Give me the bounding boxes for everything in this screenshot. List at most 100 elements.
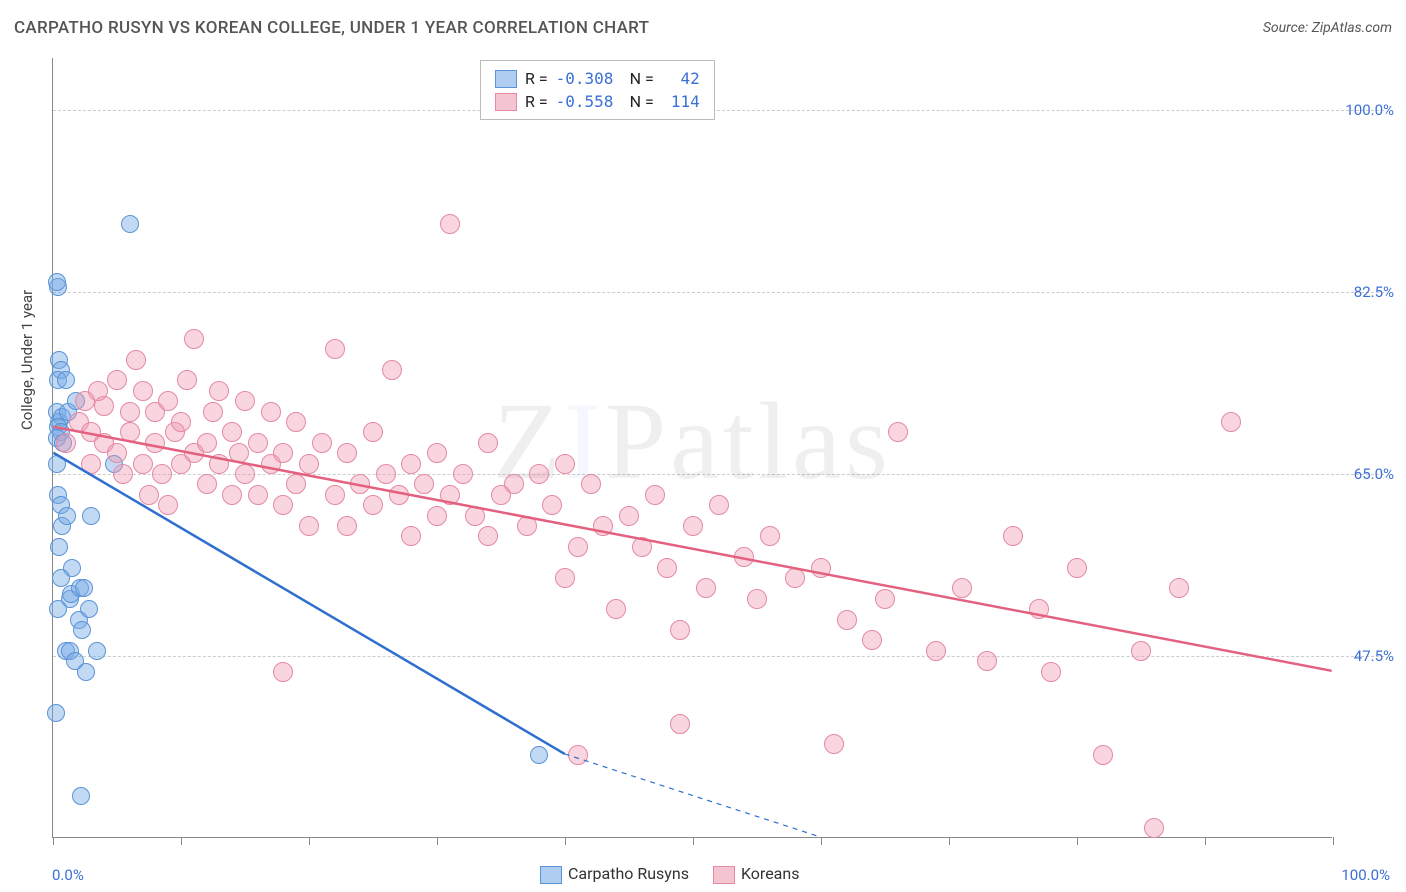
scatter-plot-area: ZIPatlas bbox=[52, 58, 1332, 838]
data-point-koreans bbox=[107, 370, 127, 390]
data-point-koreans bbox=[325, 339, 345, 359]
x-tick bbox=[949, 837, 950, 845]
x-axis-min-label: 0.0% bbox=[52, 866, 84, 884]
data-point-koreans bbox=[286, 412, 306, 432]
data-point-koreans bbox=[1221, 412, 1241, 432]
n-label: N = bbox=[630, 92, 654, 111]
data-point-koreans bbox=[888, 422, 908, 442]
data-point-koreans bbox=[235, 391, 255, 411]
data-point-koreans bbox=[414, 474, 434, 494]
data-point-koreans bbox=[1041, 662, 1061, 682]
data-point-koreans bbox=[139, 485, 159, 505]
data-point-koreans bbox=[337, 516, 357, 536]
data-point-koreans bbox=[926, 641, 946, 661]
data-point-koreans bbox=[478, 433, 498, 453]
data-point-koreans bbox=[120, 422, 140, 442]
data-point-koreans bbox=[203, 402, 223, 422]
x-tick bbox=[309, 837, 310, 845]
data-point-koreans bbox=[542, 495, 562, 515]
data-point-koreans bbox=[350, 474, 370, 494]
data-point-koreans bbox=[709, 495, 729, 515]
legend-swatch-carpatho bbox=[495, 70, 517, 88]
data-point-koreans bbox=[734, 547, 754, 567]
data-point-koreans bbox=[363, 422, 383, 442]
gridline bbox=[53, 292, 1384, 293]
r-value-koreans: -0.558 bbox=[556, 92, 622, 111]
x-axis-max-label: 100.0% bbox=[1341, 866, 1390, 884]
data-point-koreans bbox=[145, 433, 165, 453]
data-point-koreans bbox=[555, 568, 575, 588]
data-point-koreans bbox=[517, 516, 537, 536]
y-tick-label: 47.5% bbox=[1324, 647, 1394, 665]
data-point-carpatho bbox=[58, 507, 76, 525]
data-point-carpatho bbox=[48, 273, 66, 291]
data-point-koreans bbox=[312, 433, 332, 453]
legend-swatch-koreans bbox=[495, 93, 517, 111]
x-tick bbox=[693, 837, 694, 845]
data-point-carpatho bbox=[57, 371, 75, 389]
data-point-koreans bbox=[670, 714, 690, 734]
legend-label-carpatho: Carpatho Rusyns bbox=[568, 864, 689, 883]
data-point-koreans bbox=[593, 516, 613, 536]
data-point-koreans bbox=[197, 433, 217, 453]
data-point-koreans bbox=[453, 464, 473, 484]
data-point-koreans bbox=[875, 589, 895, 609]
data-point-koreans bbox=[209, 381, 229, 401]
data-point-koreans bbox=[1029, 599, 1049, 619]
y-tick-label: 65.0% bbox=[1324, 465, 1394, 483]
data-point-koreans bbox=[158, 391, 178, 411]
data-point-koreans bbox=[427, 443, 447, 463]
data-point-koreans bbox=[440, 214, 460, 234]
stats-row-carpatho: R =-0.308N =42 bbox=[495, 67, 700, 90]
data-point-koreans bbox=[248, 485, 268, 505]
data-point-koreans bbox=[696, 578, 716, 598]
x-tick bbox=[1333, 837, 1334, 845]
data-point-carpatho bbox=[49, 600, 67, 618]
data-point-koreans bbox=[427, 506, 447, 526]
source-attribution: Source: ZipAtlas.com bbox=[1263, 20, 1392, 36]
source-label: Source: bbox=[1263, 20, 1312, 36]
data-point-carpatho bbox=[121, 215, 139, 233]
data-point-koreans bbox=[363, 495, 383, 515]
data-point-koreans bbox=[299, 454, 319, 474]
data-point-koreans bbox=[401, 526, 421, 546]
data-point-koreans bbox=[1003, 526, 1023, 546]
data-point-koreans bbox=[120, 402, 140, 422]
y-axis-label: College, Under 1 year bbox=[18, 290, 36, 430]
x-tick bbox=[565, 837, 566, 845]
legend-swatch-carpatho bbox=[540, 866, 562, 884]
data-point-carpatho bbox=[50, 538, 68, 556]
data-point-koreans bbox=[197, 474, 217, 494]
data-point-koreans bbox=[683, 516, 703, 536]
n-label: N = bbox=[630, 69, 654, 88]
gridline bbox=[53, 110, 1384, 111]
data-point-koreans bbox=[222, 422, 242, 442]
watermark: ZIPatlas bbox=[493, 378, 892, 505]
correlation-stats-box: R =-0.308N =42R =-0.558N =114 bbox=[480, 60, 715, 120]
data-point-koreans bbox=[273, 662, 293, 682]
data-point-koreans bbox=[811, 558, 831, 578]
data-point-koreans bbox=[657, 558, 677, 578]
data-point-koreans bbox=[529, 464, 549, 484]
data-point-carpatho bbox=[77, 663, 95, 681]
legend-swatch-koreans bbox=[713, 866, 735, 884]
data-point-koreans bbox=[606, 599, 626, 619]
data-point-koreans bbox=[152, 464, 172, 484]
data-point-carpatho bbox=[48, 455, 66, 473]
data-point-koreans bbox=[273, 443, 293, 463]
x-tick bbox=[1077, 837, 1078, 845]
data-point-koreans bbox=[619, 506, 639, 526]
data-point-koreans bbox=[248, 433, 268, 453]
data-point-koreans bbox=[555, 454, 575, 474]
data-point-koreans bbox=[126, 350, 146, 370]
data-point-koreans bbox=[645, 485, 665, 505]
data-point-koreans bbox=[1067, 558, 1087, 578]
data-point-koreans bbox=[286, 474, 306, 494]
data-point-koreans bbox=[837, 610, 857, 630]
x-tick bbox=[53, 837, 54, 845]
data-point-carpatho bbox=[72, 787, 90, 805]
data-point-koreans bbox=[465, 506, 485, 526]
data-point-koreans bbox=[760, 526, 780, 546]
x-tick bbox=[181, 837, 182, 845]
series-legend: Carpatho RusynsKoreans bbox=[540, 864, 799, 884]
